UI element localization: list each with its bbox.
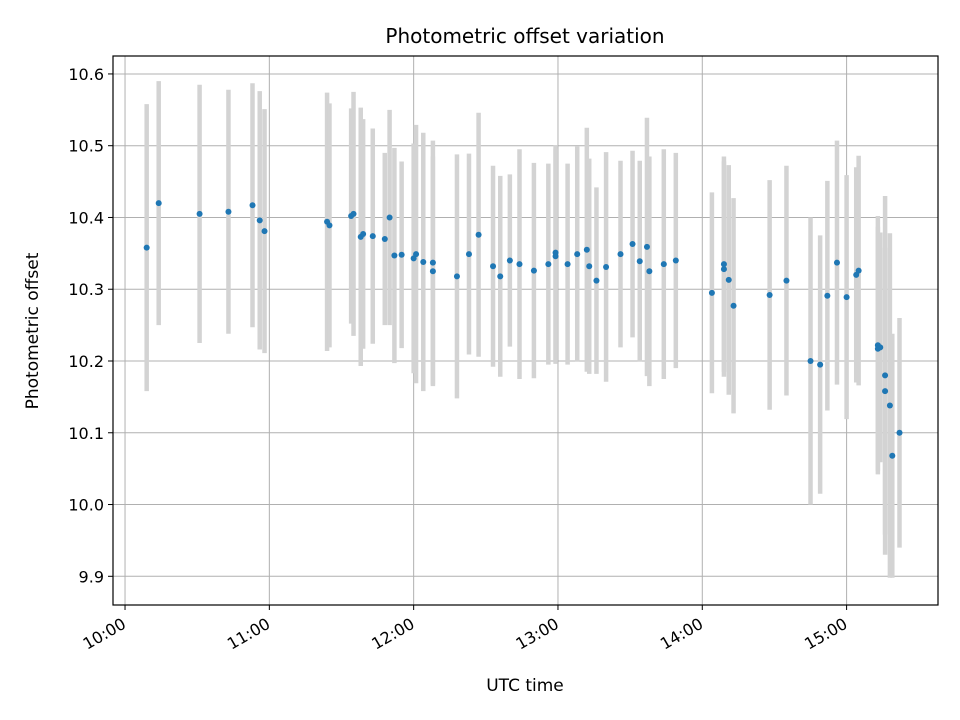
data-point — [429, 268, 436, 275]
data-point — [617, 251, 624, 258]
data-point — [593, 277, 600, 284]
y-axis-title: Photometric offset — [23, 252, 43, 409]
data-point — [545, 261, 552, 268]
data-point — [326, 222, 333, 229]
data-point — [143, 244, 150, 251]
data-point — [643, 243, 650, 250]
data-point — [603, 263, 610, 270]
data-point — [583, 246, 590, 253]
data-point — [530, 267, 537, 274]
data-point — [574, 251, 581, 258]
data-points — [143, 200, 903, 459]
y-tick-label: 10.4 — [68, 208, 104, 227]
data-point — [564, 261, 571, 268]
data-point — [889, 452, 896, 459]
data-point — [497, 273, 504, 280]
data-point — [807, 358, 814, 364]
data-point — [155, 200, 162, 207]
chart-title: Photometric offset variation — [385, 24, 664, 48]
data-point — [766, 291, 773, 298]
data-point — [672, 257, 679, 264]
y-tick-label: 10.5 — [68, 137, 104, 156]
y-tick-label: 10.2 — [68, 352, 104, 371]
data-point — [660, 261, 667, 268]
data-point — [369, 233, 376, 240]
y-axis: 9.9 10.0 10.1 10.2 10.3 10.4 10.5 10.6 — [68, 65, 113, 586]
data-point — [629, 241, 636, 248]
data-point — [261, 228, 268, 235]
data-point — [391, 252, 398, 259]
data-point — [833, 259, 840, 266]
data-point — [843, 294, 850, 301]
data-point — [882, 388, 889, 395]
y-tick-label: 10.0 — [68, 496, 104, 515]
x-axis-title: UTC time — [486, 676, 564, 696]
data-point — [429, 259, 436, 266]
data-point — [886, 402, 893, 409]
data-point — [646, 268, 653, 275]
data-point — [708, 289, 715, 296]
data-point — [490, 263, 497, 270]
data-point — [720, 261, 727, 268]
data-point — [465, 251, 472, 258]
data-point — [475, 231, 482, 238]
data-point — [896, 429, 903, 436]
data-point — [413, 251, 420, 258]
plot-frame — [112, 55, 939, 606]
data-point — [453, 273, 460, 280]
y-tick-label: 9.9 — [79, 567, 104, 586]
data-point — [586, 263, 593, 270]
data-point — [725, 276, 732, 283]
data-point — [256, 217, 263, 224]
data-point — [381, 236, 388, 242]
y-tick-label: 10.1 — [68, 424, 104, 443]
data-point — [552, 253, 559, 260]
data-point — [882, 372, 889, 379]
data-point — [398, 251, 405, 258]
data-point — [730, 302, 737, 309]
data-point — [783, 277, 790, 284]
data-point — [516, 261, 523, 268]
data-point — [196, 210, 203, 217]
data-point — [420, 258, 427, 265]
y-tick-label: 10.6 — [68, 65, 104, 84]
data-point — [360, 230, 367, 237]
data-point — [720, 266, 727, 273]
data-point — [386, 214, 393, 221]
data-point — [824, 292, 831, 299]
data-point — [855, 267, 862, 274]
data-point — [225, 208, 232, 215]
y-tick-label: 10.3 — [68, 280, 104, 299]
data-point — [506, 257, 513, 264]
data-point — [636, 258, 643, 265]
data-point — [350, 210, 357, 217]
data-point — [817, 361, 824, 368]
data-point — [877, 344, 884, 351]
data-point — [249, 202, 256, 209]
